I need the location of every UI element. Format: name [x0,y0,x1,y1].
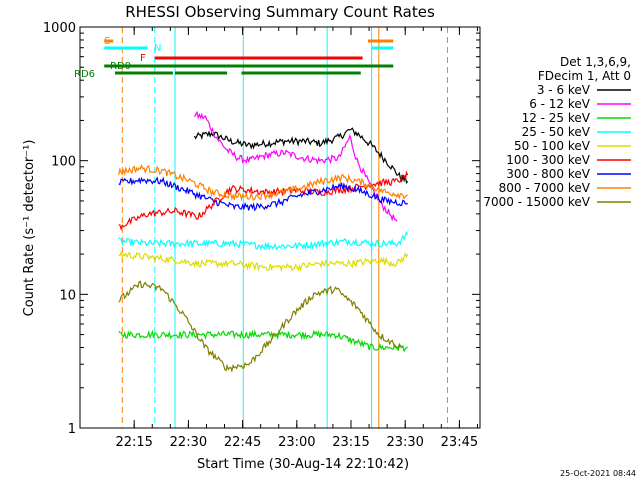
legend-label: 12 - 25 keV [522,111,591,125]
y-tick-label: 1 [68,422,76,437]
legend: Det 1,3,6,9, FDecim 1, Att 0 3 - 6 keV6 … [483,55,631,209]
x-tick-label: 23:00 [278,435,315,450]
legend-label: 7000 - 15000 keV [483,195,590,209]
legend-label: 3 - 6 keV [537,83,591,97]
legend-label: 300 - 800 keV [506,167,590,181]
flag-label-rd0: RD0 [110,61,131,72]
legend-label: 25 - 50 keV [522,125,591,139]
flag-label-f: F [140,53,146,64]
x-axis: 22:15 22:30 22:45 23:00 23:15 23:30 23:45 [115,27,478,450]
plot-frame [79,26,481,429]
legend-header-line-1: Det 1,3,6,9, [560,55,631,69]
legend-label: 50 - 100 keV [514,139,591,153]
chart-title: RHESSI Observing Summary Count Rates [125,3,435,21]
x-tick-label: 22:45 [224,435,261,450]
series-line-2 [193,110,398,222]
series-line-7 [118,176,409,212]
series-line-6 [118,170,409,231]
series-line-5 [118,250,409,273]
legend-header-line-2: FDecim 1, Att 0 [538,69,631,83]
footer-timestamp: 25-Oct-2021 08:44 [560,469,636,478]
legend-label: 6 - 12 keV [529,97,591,111]
y-tick-label: 10 [59,288,76,303]
x-tick-label: 23:45 [441,435,478,450]
x-axis-label: Start Time (30-Aug-14 22:10:42) [197,457,409,472]
flag-label-n: N [154,43,161,54]
legend-label: 800 - 7000 keV [499,181,591,195]
series-line-8 [118,163,408,202]
series-line-1 [193,127,409,184]
y-axis: 1 10 100 1000 [43,21,480,437]
flag-label-rd6: RD6 [74,69,95,80]
x-tick-label: 22:30 [170,435,207,450]
series-line-3 [118,329,408,353]
y-axis-label: Count Rate (s⁻¹ detector⁻¹) [22,140,37,317]
legend-label: 100 - 300 keV [506,153,590,167]
x-tick-label: 22:15 [115,435,152,450]
series-line-9 [118,280,402,373]
x-tick-label: 23:15 [332,435,369,450]
y-tick-label: 100 [51,155,76,170]
x-tick-label: 23:30 [386,435,423,450]
y-tick-label: 1000 [43,21,76,36]
series-line-4 [118,230,409,251]
flag-label-s: S [104,36,110,47]
